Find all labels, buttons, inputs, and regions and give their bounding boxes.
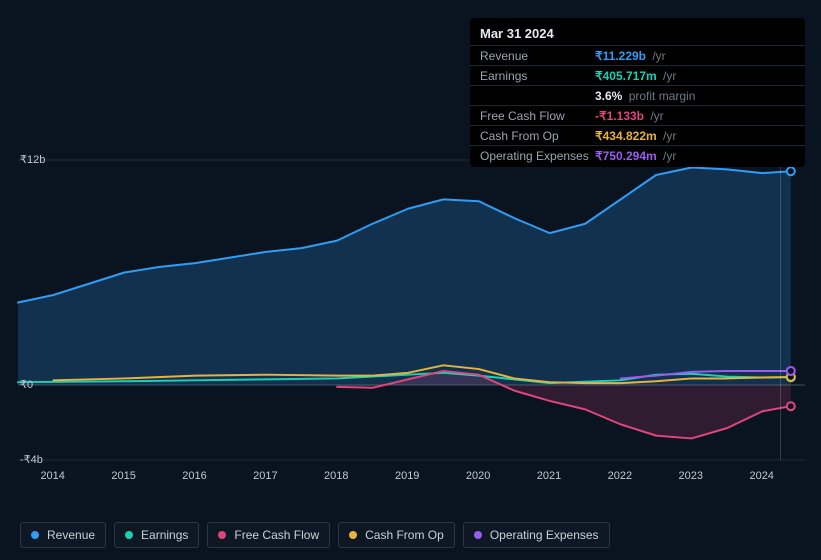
tooltip-row-value: ₹11.229b /yr bbox=[595, 49, 666, 63]
legend-label: Free Cash Flow bbox=[234, 528, 319, 542]
x-tick-label: 2022 bbox=[608, 470, 632, 482]
x-tick-label: 2021 bbox=[537, 470, 561, 482]
tooltip-row-value: ₹405.717m /yr bbox=[595, 69, 676, 83]
legend-dot-icon bbox=[218, 531, 226, 539]
tooltip-row-label: Free Cash Flow bbox=[480, 109, 595, 123]
legend-item[interactable]: Free Cash Flow bbox=[207, 522, 330, 548]
x-tick-label: 2024 bbox=[749, 470, 773, 482]
legend-label: Operating Expenses bbox=[490, 528, 599, 542]
x-tick-label: 2019 bbox=[395, 470, 419, 482]
tooltip-row: Revenue₹11.229b /yr bbox=[470, 45, 805, 65]
tooltip-row-unit: profit margin bbox=[625, 89, 695, 103]
y-tick-label: ₹12b bbox=[20, 153, 45, 166]
chart-tooltip: Mar 31 2024 Revenue₹11.229b /yrEarnings₹… bbox=[470, 18, 805, 167]
tooltip-date: Mar 31 2024 bbox=[470, 24, 805, 45]
chart-legend: Revenue Earnings Free Cash Flow Cash From O… bbox=[20, 522, 610, 548]
legend-item[interactable]: Earnings bbox=[114, 522, 199, 548]
legend-item[interactable]: Operating Expenses bbox=[463, 522, 610, 548]
legend-label: Earnings bbox=[141, 528, 188, 542]
tooltip-row-value: ₹750.294m /yr bbox=[595, 149, 676, 163]
tooltip-row-label bbox=[480, 89, 595, 103]
legend-dot-icon bbox=[474, 531, 482, 539]
tooltip-row-value: 3.6% profit margin bbox=[595, 89, 695, 103]
tooltip-row-label: Revenue bbox=[480, 49, 595, 63]
legend-item[interactable]: Revenue bbox=[20, 522, 106, 548]
x-tick-label: 2023 bbox=[679, 470, 703, 482]
x-tick-label: 2020 bbox=[466, 470, 490, 482]
tooltip-row-unit: /yr bbox=[660, 149, 677, 163]
tooltip-row-unit: /yr bbox=[649, 49, 666, 63]
y-tick-label: ₹0 bbox=[20, 378, 33, 391]
tooltip-row: Cash From Op₹434.822m /yr bbox=[470, 125, 805, 145]
tooltip-row-value: -₹1.133b /yr bbox=[595, 109, 664, 123]
financials-chart: ₹12b ₹0 -₹4b 2014 2015 2016 2017 2018 2019 2020 2… bbox=[0, 0, 821, 560]
tooltip-row: Operating Expenses₹750.294m /yr bbox=[470, 145, 805, 165]
tooltip-row: Earnings₹405.717m /yr bbox=[470, 65, 805, 85]
x-tick-label: 2015 bbox=[111, 470, 135, 482]
tooltip-row-label: Cash From Op bbox=[480, 129, 595, 143]
tooltip-row-value: ₹434.822m /yr bbox=[595, 129, 676, 143]
tooltip-row-label: Earnings bbox=[480, 69, 595, 83]
x-tick-label: 2014 bbox=[40, 470, 64, 482]
tooltip-row-unit: /yr bbox=[647, 109, 664, 123]
tooltip-row: 3.6% profit margin bbox=[470, 85, 805, 105]
legend-dot-icon bbox=[31, 531, 39, 539]
tooltip-row-unit: /yr bbox=[660, 129, 677, 143]
y-tick-label: -₹4b bbox=[20, 453, 43, 466]
legend-item[interactable]: Cash From Op bbox=[338, 522, 455, 548]
legend-label: Cash From Op bbox=[365, 528, 444, 542]
x-tick-label: 2018 bbox=[324, 470, 348, 482]
x-tick-label: 2017 bbox=[253, 470, 277, 482]
cursor-line bbox=[780, 160, 781, 460]
legend-label: Revenue bbox=[47, 528, 95, 542]
tooltip-row-label: Operating Expenses bbox=[480, 149, 595, 163]
legend-dot-icon bbox=[349, 531, 357, 539]
legend-dot-icon bbox=[125, 531, 133, 539]
tooltip-row-unit: /yr bbox=[660, 69, 677, 83]
x-tick-label: 2016 bbox=[182, 470, 206, 482]
tooltip-row: Free Cash Flow-₹1.133b /yr bbox=[470, 105, 805, 125]
